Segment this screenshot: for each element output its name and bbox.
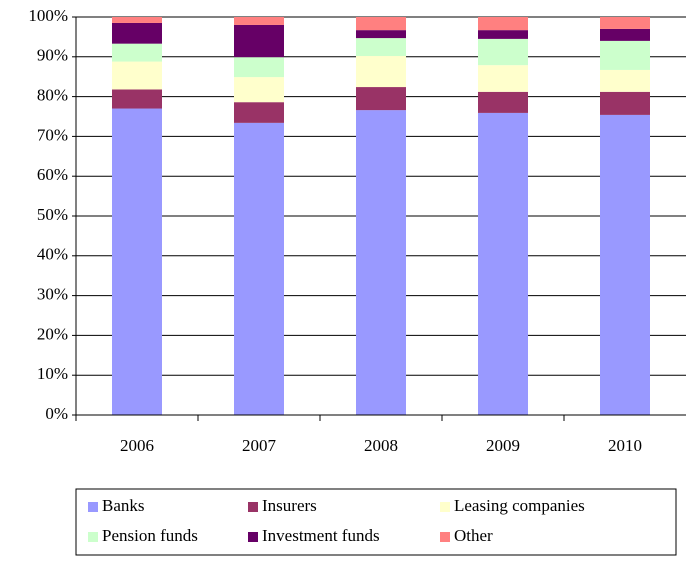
x-tick-label: 2010 (608, 436, 642, 455)
legend-label: Leasing companies (454, 496, 585, 515)
y-tick-label: 40% (37, 245, 68, 264)
legend-label: Pension funds (102, 526, 198, 545)
y-tick-label: 50% (37, 205, 68, 224)
x-tick-label: 2006 (120, 436, 154, 455)
bar-segment (356, 56, 406, 88)
bar-segment (234, 77, 284, 103)
x-tick-label: 2008 (364, 436, 398, 455)
bar-segment (356, 17, 406, 31)
bar-segment (234, 102, 284, 123)
y-tick-label: 20% (37, 324, 68, 343)
bar-segment (112, 108, 162, 415)
bar-segment (234, 122, 284, 416)
bar-segment (600, 17, 650, 29)
x-tick-label: 2009 (486, 436, 520, 455)
bar-segment (600, 114, 650, 416)
legend-swatch (248, 532, 258, 542)
legend-swatch (88, 532, 98, 542)
legend-label: Other (454, 526, 493, 545)
legend-swatch (440, 532, 450, 542)
x-tick-label: 2007 (242, 436, 277, 455)
y-tick-label: 70% (37, 125, 68, 144)
bar-segment (234, 24, 284, 58)
bar-segment (478, 38, 528, 66)
y-tick-label: 80% (37, 86, 68, 105)
bar-segment (234, 57, 284, 78)
bar-segment (600, 91, 650, 115)
legend-label: Investment funds (262, 526, 380, 545)
y-tick-label: 60% (37, 165, 68, 184)
bar-segment (356, 87, 406, 111)
bar-segment (478, 65, 528, 92)
bar-segment (600, 28, 650, 41)
bar-segment (112, 89, 162, 109)
bar-segment (112, 22, 162, 44)
bar-segment (234, 17, 284, 25)
legend-swatch (88, 502, 98, 512)
legend-label: Insurers (262, 496, 317, 515)
bar-segment (600, 40, 650, 70)
y-tick-label: 100% (28, 6, 68, 25)
legend-label: Banks (102, 496, 145, 515)
y-tick-label: 10% (37, 364, 68, 383)
y-tick-label: 0% (45, 404, 68, 423)
bar-segment (112, 17, 162, 23)
bar-segment (478, 30, 528, 39)
bar-segment (478, 112, 528, 415)
bar-segment (356, 38, 406, 57)
legend-swatch (248, 502, 258, 512)
bar-segment (600, 69, 650, 92)
bar-segment (478, 91, 528, 113)
bar-segment (112, 43, 162, 62)
bar-segment (478, 17, 528, 31)
legend-box (75, 488, 677, 556)
bar-segment (112, 61, 162, 90)
bar-segment (356, 30, 406, 39)
y-tick-label: 30% (37, 285, 68, 304)
y-tick-label: 90% (37, 46, 68, 65)
legend-swatch (440, 502, 450, 512)
bar-segment (356, 110, 406, 415)
